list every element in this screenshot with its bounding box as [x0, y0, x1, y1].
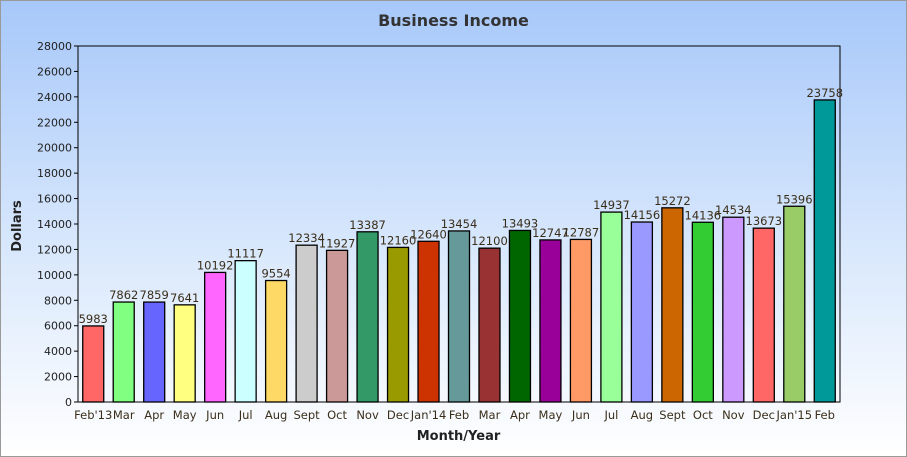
data-label: 14156: [624, 208, 661, 222]
y-tick-label: 24000: [37, 91, 72, 104]
y-tick-label: 12000: [37, 243, 72, 256]
y-tick-label: 22000: [37, 116, 72, 129]
bar: [752, 227, 775, 403]
data-label: 14937: [593, 198, 630, 212]
x-tick-label: Dec: [753, 408, 775, 422]
bar: [234, 260, 257, 403]
x-tick-label: Jun: [571, 408, 590, 422]
data-label: 12334: [288, 231, 325, 245]
bar: [143, 301, 166, 403]
x-tick-label: Aug: [265, 408, 287, 422]
bar: [600, 211, 623, 403]
y-tick-label: 18000: [37, 167, 72, 180]
bar: [783, 205, 806, 403]
data-label: 23758: [806, 86, 843, 100]
bar: [204, 271, 227, 403]
x-tick-label: May: [539, 408, 563, 422]
x-tick-label: Nov: [722, 408, 745, 422]
data-label: 13387: [349, 218, 386, 232]
x-tick-label: Oct: [327, 408, 347, 422]
data-label: 15272: [654, 194, 691, 208]
y-tick-label: 6000: [44, 320, 72, 333]
bar: [447, 230, 471, 403]
x-tick-label: Feb'13: [74, 408, 112, 422]
y-tick-label: 10000: [37, 269, 72, 282]
data-label: 15396: [776, 192, 813, 206]
data-label: 7859: [140, 288, 169, 302]
y-tick-label: 8000: [44, 294, 72, 307]
data-label: 12640: [410, 227, 447, 241]
x-tick-label: May: [173, 408, 197, 422]
bar: [661, 207, 684, 403]
data-label: 11927: [319, 236, 356, 250]
bar: [722, 216, 745, 403]
bar: [386, 246, 410, 403]
data-label: 12160: [380, 233, 417, 247]
x-tick-label: Mar: [479, 408, 501, 422]
x-tick-label: Jul: [238, 408, 253, 422]
y-tick-label: 16000: [37, 193, 72, 206]
data-label: 9554: [261, 267, 290, 281]
bar: [691, 221, 714, 403]
bar: [264, 279, 288, 403]
y-tick-label: 2000: [44, 371, 72, 384]
chart-title: Business Income: [378, 11, 529, 30]
data-label: 12100: [471, 234, 508, 248]
bar: [173, 304, 196, 403]
bar: [325, 249, 349, 403]
data-label: 13673: [746, 214, 783, 228]
data-label: 13493: [502, 216, 539, 230]
data-label: 7641: [170, 291, 199, 305]
data-label: 7862: [109, 288, 138, 302]
data-label: 5983: [79, 312, 108, 326]
y-tick-label: 26000: [37, 65, 72, 78]
x-tick-label: Oct: [693, 408, 713, 422]
data-label: 13454: [441, 217, 478, 231]
bar: [417, 240, 440, 403]
y-tick-label: 28000: [37, 40, 72, 53]
y-tick-label: 0: [65, 396, 72, 409]
x-tick-label: Feb: [449, 408, 469, 422]
x-tick-label: Dec: [387, 408, 409, 422]
x-tick-label: Sept: [659, 408, 686, 422]
bar: [630, 221, 654, 403]
x-tick-label: Apr: [510, 408, 530, 422]
y-tick-label: 20000: [37, 142, 72, 155]
y-tick-label: 4000: [44, 345, 72, 358]
data-label: 12787: [563, 225, 600, 239]
bar: [82, 325, 105, 403]
x-tick-label: Mar: [113, 408, 135, 422]
data-label: 11117: [227, 247, 264, 261]
bar: [508, 229, 532, 403]
x-tick-label: Nov: [356, 408, 379, 422]
bar: [813, 99, 836, 403]
x-tick-label: Jun: [205, 408, 224, 422]
y-tick-label: 14000: [37, 218, 72, 231]
x-tick-label: Feb: [815, 408, 835, 422]
bar: [539, 239, 562, 403]
bar: [295, 244, 318, 403]
bar: [112, 301, 135, 403]
data-label: 14136: [685, 208, 722, 222]
x-tick-label: Jan'15: [776, 408, 813, 422]
x-axis-label: Month/Year: [416, 429, 501, 444]
data-label: 12747: [532, 226, 569, 240]
bar: [356, 231, 379, 403]
x-tick-label: Jul: [603, 408, 618, 422]
x-tick-label: Sept: [294, 408, 321, 422]
bar: [569, 238, 593, 403]
data-label: 14534: [715, 203, 752, 217]
x-tick-label: Aug: [631, 408, 653, 422]
data-label: 10192: [197, 258, 234, 272]
x-tick-label: Jan'14: [410, 408, 447, 422]
bar: [478, 247, 501, 403]
x-tick-label: Apr: [144, 408, 164, 422]
